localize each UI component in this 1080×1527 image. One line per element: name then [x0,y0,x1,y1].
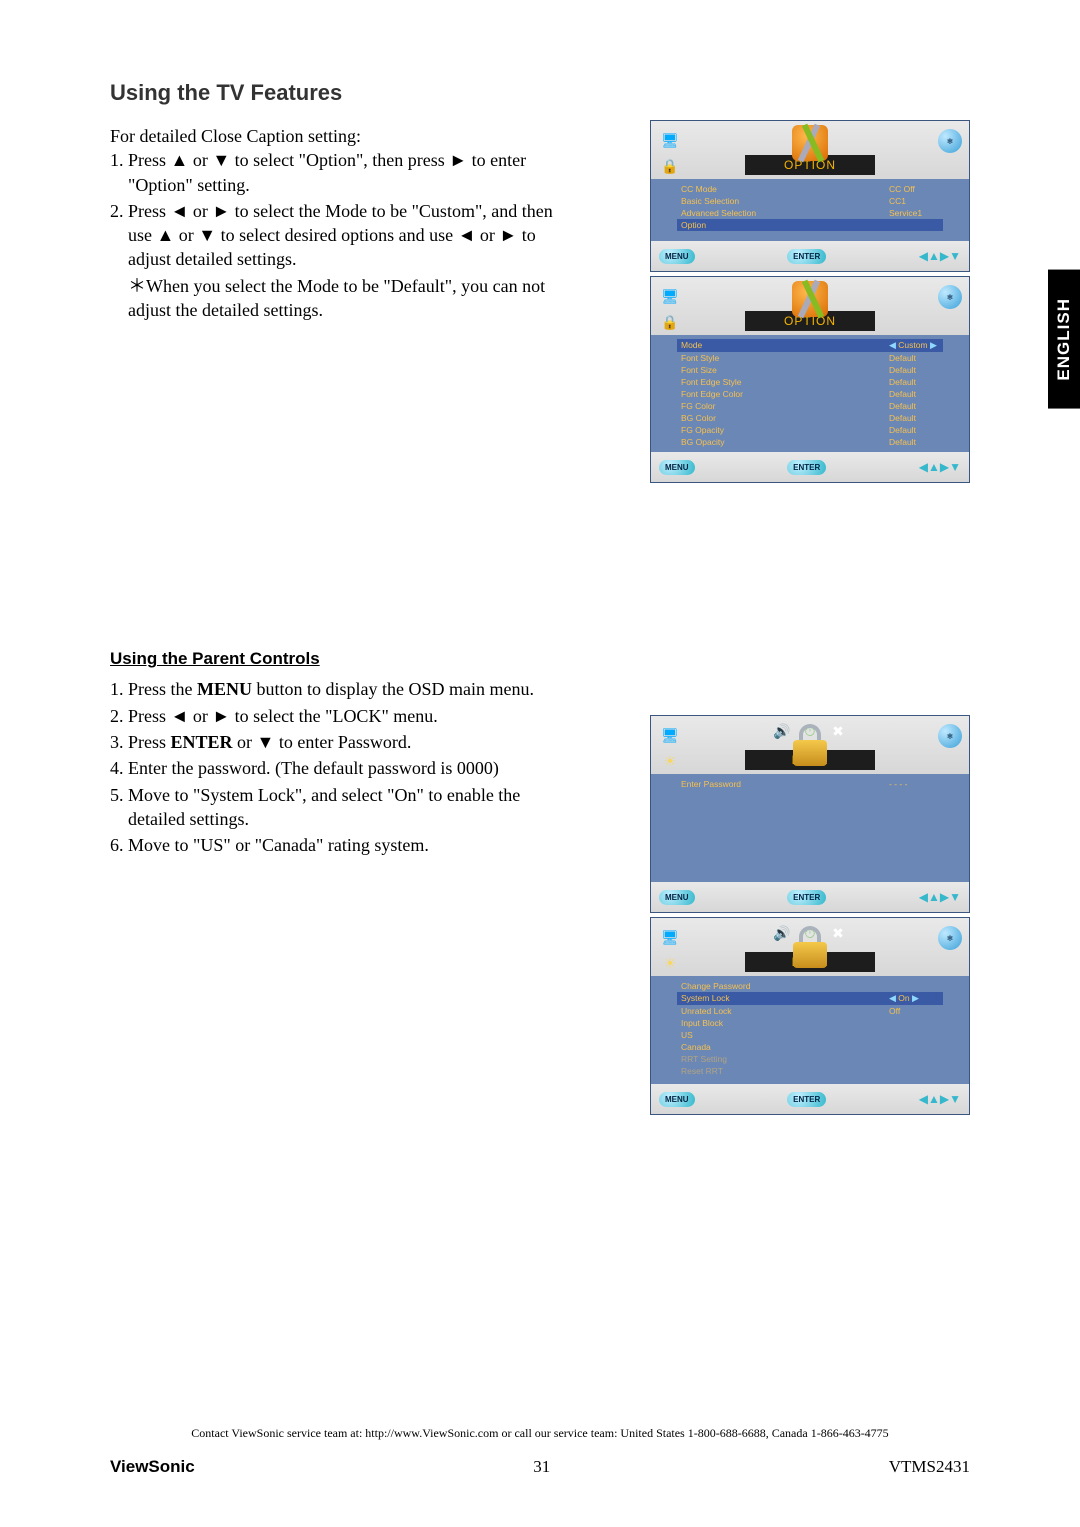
enter-pill: ENTER [787,1092,826,1107]
enter-pill: ENTER [787,890,826,905]
osd-option-stack: 🖥 🔒 ❄ OPTION CC ModeCC OffBasic Selectio… [650,120,970,487]
footer-page: 31 [533,1457,550,1477]
lock-icon: 🔒 [659,311,681,333]
bubble-icon: ❄ [938,129,962,153]
menu-pill: MENU [659,1092,695,1107]
sun-icon: ☀ [659,750,681,772]
osd-row: Font StyleDefault [681,352,939,364]
osd-row: Input Block [681,1017,939,1029]
bubble-icon: ❄ [938,724,962,748]
language-tab: ENGLISH [1048,270,1080,409]
intro-line: For detailed Close Caption setting: [110,124,580,148]
bubble-icon: ❄ [938,285,962,309]
sun-icon: ☀ [659,952,681,974]
nav-arrows-icon: ◀▲▶▼ [919,1092,961,1106]
osd-row: FG ColorDefault [681,400,939,412]
osd-row: Mode◀ Custom ▶ [677,339,943,352]
big-lock-icon [789,926,831,968]
osd-row: Change Password [681,980,939,992]
menu-pill: MENU [659,249,695,264]
nav-arrows-icon: ◀▲▶▼ [919,890,961,904]
menu-pill: MENU [659,460,695,475]
step-a1: Press ▲ or ▼ to select "Option", then pr… [128,148,580,197]
osd-lock-2: 🔊 ⏱ ✖ 🖥 ☀ ❄ LOCK Change PasswordSystem L… [650,917,970,1115]
step-b2: Press ◄ or ► to select the "LOCK" menu. [128,704,580,728]
tools-icon [792,281,828,317]
body-text: For detailed Close Caption setting: Pres… [110,124,580,322]
enter-pill: ENTER [787,249,826,264]
osd-row: BG ColorDefault [681,412,939,424]
osd-lock-1: 🔊 ⏱ ✖ 🖥 ☀ ❄ LOCK Enter Password- - - - M… [650,715,970,913]
step-b1: Press the MENU button to display the OSD… [128,677,580,701]
footer-contact: Contact ViewSonic service team at: http:… [0,1426,1080,1441]
nav-arrows-icon: ◀▲▶▼ [919,249,961,263]
osd-row: Unrated LockOff [681,1005,939,1017]
osd-row: System Lock◀ On ▶ [677,992,943,1005]
osd-row: Canada [681,1041,939,1053]
step-b6: Move to "US" or "Canada" rating system. [128,833,580,857]
osd-row: FG OpacityDefault [681,424,939,436]
osd-row: RRT Setting [681,1053,939,1065]
osd-row: Font SizeDefault [681,364,939,376]
tools-icon [792,125,828,161]
lock-icon: 🔒 [659,155,681,177]
monitor-icon: 🖥 [659,926,681,948]
osd-row: Option [677,219,943,231]
big-lock-icon [789,724,831,766]
footer-brand: ViewSonic [110,1457,195,1477]
monitor-icon: 🖥 [659,724,681,746]
osd-option-2: 🖥 🔒 ❄ OPTION Mode◀ Custom ▶Font StyleDef… [650,276,970,483]
step-b5: Move to "System Lock", and select "On" t… [128,783,580,832]
osd-row: CC ModeCC Off [681,183,939,195]
subhead-parent-controls: Using the Parent Controls [110,648,580,671]
section-title: Using the TV Features [110,80,970,106]
osd-row: Font Edge ColorDefault [681,388,939,400]
footer-model: VTMS2431 [889,1457,970,1477]
step-b4: Enter the password. (The default passwor… [128,756,580,780]
step-b3: Press ENTER or ▼ to enter Password. [128,730,580,754]
osd-row: Font Edge StyleDefault [681,376,939,388]
osd-row: Basic SelectionCC1 [681,195,939,207]
step-a2: Press ◄ or ► to select the Mode to be "C… [128,199,580,272]
nav-arrows-icon: ◀▲▶▼ [919,460,961,474]
osd-row: Enter Password- - - - [681,778,939,790]
monitor-icon: 🖥 [659,129,681,151]
osd-row: Advanced SelectionService1 [681,207,939,219]
osd-row: BG OpacityDefault [681,436,939,448]
osd-lock-stack: 🔊 ⏱ ✖ 🖥 ☀ ❄ LOCK Enter Password- - - - M… [650,715,970,1119]
osd-option-1: 🖥 🔒 ❄ OPTION CC ModeCC OffBasic Selectio… [650,120,970,272]
osd-row: Reset RRT [681,1065,939,1077]
enter-pill: ENTER [787,460,826,475]
menu-pill: MENU [659,890,695,905]
monitor-icon: 🖥 [659,285,681,307]
note-a: ＊When you select the Mode to be "Default… [128,274,580,323]
bubble-icon: ❄ [938,926,962,950]
osd-row: US [681,1029,939,1041]
